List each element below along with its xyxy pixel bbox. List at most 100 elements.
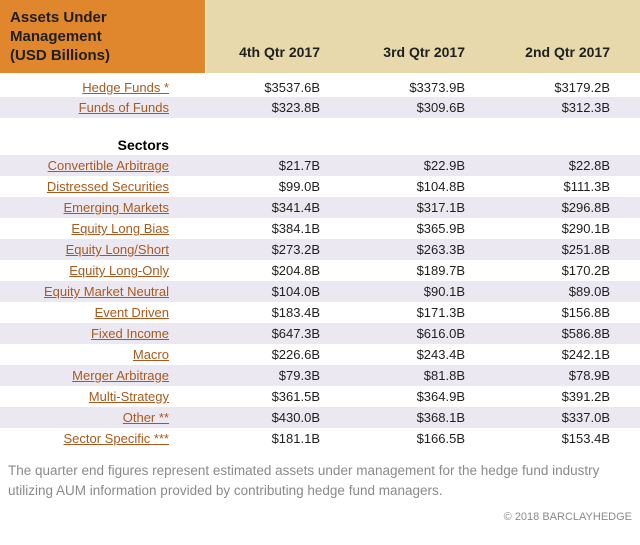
category-cell: Emerging Markets	[0, 197, 205, 218]
value-cell: $341.4B	[205, 197, 350, 218]
category-cell: Sectors	[0, 134, 205, 155]
sectors-heading: Sectors	[117, 136, 169, 153]
category-link[interactable]: Equity Long Bias	[71, 221, 169, 236]
value-cell: $273.2B	[205, 239, 350, 260]
category-link[interactable]: Sector Specific ***	[63, 431, 170, 446]
value-cell	[350, 134, 495, 155]
table-row: Other ** $430.0B $368.1B $337.0B	[0, 407, 640, 428]
value-cell: $170.2B	[561, 263, 610, 278]
value-cell: $89.0B	[495, 281, 640, 302]
category-cell: Sector Specific ***	[0, 428, 205, 449]
value-cell: $368.1B	[350, 407, 495, 428]
value-cell: $337.0B	[495, 407, 640, 428]
value-cell: $226.6B	[271, 347, 320, 362]
value-cell	[205, 134, 350, 155]
section-row: Sectors	[0, 134, 640, 155]
value-cell: $384.1B	[271, 221, 320, 236]
table-title-cell: Assets Under Management (USD Billions)	[0, 0, 206, 78]
table-row: Sector Specific *** $181.1B $166.5B $153.4B	[0, 428, 640, 449]
category-cell: Event Driven	[0, 302, 205, 323]
table-row: Macro $226.6B $243.4B $242.1B	[0, 344, 640, 365]
header-row: Assets Under Management (USD Billions) 4…	[0, 0, 640, 78]
value-cell: $171.3B	[416, 305, 465, 320]
value-cell: $81.8B	[350, 365, 495, 386]
value-cell: $309.6B	[350, 97, 495, 118]
value-cell: $156.8B	[561, 305, 610, 320]
category-link[interactable]: Convertible Arbitrage	[47, 158, 169, 173]
category-cell: Equity Long/Short	[0, 239, 205, 260]
value-cell: $586.8B	[495, 323, 640, 344]
value-cell: $364.9B	[416, 389, 465, 404]
value-cell: $79.3B	[205, 365, 350, 386]
value-cell: $104.0B	[205, 281, 350, 302]
table-row: Equity Market Neutral $104.0B $90.1B $89.0B	[0, 281, 640, 302]
category-cell: Funds of Funds	[0, 97, 205, 118]
value-cell	[495, 134, 640, 155]
value-cell: $323.8B	[205, 97, 350, 118]
spacer-cell	[0, 118, 640, 134]
category-cell: Fixed Income	[0, 323, 205, 344]
category-link[interactable]: Equity Long-Only	[69, 263, 169, 278]
column-header-3rd-qtr: 3rd Qtr 2017	[350, 0, 495, 78]
value-cell: $181.1B	[271, 431, 320, 446]
value-cell: $166.5B	[416, 431, 465, 446]
column-header-2nd-qtr: 2nd Qtr 2017	[495, 0, 640, 78]
category-cell: Convertible Arbitrage	[0, 155, 205, 176]
category-link[interactable]: Equity Market Neutral	[44, 284, 169, 299]
table-row: Hedge Funds * $3537.6B $3373.9B $3179.2B	[0, 76, 640, 98]
value-cell: $104.8B	[416, 179, 465, 194]
value-cell: $183.4B	[271, 305, 320, 320]
value-cell: $21.7B	[205, 155, 350, 176]
category-cell: Equity Long Bias	[0, 218, 205, 239]
value-cell: $263.3B	[350, 239, 495, 260]
category-cell: Macro	[0, 344, 205, 365]
category-link[interactable]: Hedge Funds *	[82, 80, 169, 95]
category-link[interactable]: Other **	[122, 410, 169, 425]
value-cell: $204.8B	[271, 263, 320, 278]
column-header-4th-qtr: 4th Qtr 2017	[205, 0, 350, 78]
value-cell: $99.0B	[278, 179, 320, 194]
value-cell: $312.3B	[495, 97, 640, 118]
value-cell: $647.3B	[205, 323, 350, 344]
category-link[interactable]: Emerging Markets	[63, 200, 169, 215]
value-cell: $616.0B	[350, 323, 495, 344]
category-link[interactable]: Distressed Securities	[46, 179, 169, 194]
category-link[interactable]: Fixed Income	[90, 326, 169, 341]
value-cell: $3179.2B	[554, 80, 610, 95]
value-cell: $78.9B	[495, 365, 640, 386]
table-row: Multi-Strategy $361.5B $364.9B $391.2B	[0, 386, 640, 407]
value-cell: $3537.6B	[264, 80, 320, 95]
table-title: Assets Under Management	[10, 9, 107, 45]
value-cell: $296.8B	[495, 197, 640, 218]
value-cell: $290.1B	[561, 221, 610, 236]
table-row: Equity Long Bias $384.1B $365.9B $290.1B	[0, 218, 640, 239]
category-link[interactable]: Macro	[132, 347, 169, 362]
value-cell: $243.4B	[416, 347, 465, 362]
category-cell: Hedge Funds *	[0, 76, 205, 98]
value-cell: $365.9B	[416, 221, 465, 236]
category-link[interactable]: Merger Arbitrage	[72, 368, 169, 383]
table-row: Equity Long/Short $273.2B $263.3B $251.8B	[0, 239, 640, 260]
value-cell: $361.5B	[271, 389, 320, 404]
table-row: Funds of Funds $323.8B $309.6B $312.3B	[0, 97, 640, 118]
category-link[interactable]: Multi-Strategy	[88, 389, 169, 404]
table-row: Emerging Markets $341.4B $317.1B $296.8B	[0, 197, 640, 218]
category-cell: Equity Long-Only	[0, 260, 205, 281]
category-link[interactable]: Equity Long/Short	[65, 242, 169, 257]
value-cell: $90.1B	[350, 281, 495, 302]
table-row: Fixed Income $647.3B $616.0B $586.8B	[0, 323, 640, 344]
table-row: Event Driven $183.4B $171.3B $156.8B	[0, 302, 640, 323]
value-cell: $251.8B	[495, 239, 640, 260]
category-cell: Multi-Strategy	[0, 386, 205, 407]
category-link[interactable]: Event Driven	[94, 305, 169, 320]
category-cell: Distressed Securities	[0, 176, 205, 197]
category-cell: Merger Arbitrage	[0, 365, 205, 386]
category-link[interactable]: Funds of Funds	[78, 100, 169, 115]
table-row: Convertible Arbitrage $21.7B $22.9B $22.8B	[0, 155, 640, 176]
table-row: Distressed Securities $99.0B $104.8B $111.3…	[0, 176, 640, 197]
spacer-row	[0, 118, 640, 134]
footnote: The quarter end figures represent estima…	[8, 463, 600, 498]
category-cell: Equity Market Neutral	[0, 281, 205, 302]
value-cell: $391.2B	[561, 389, 610, 404]
value-cell: $317.1B	[350, 197, 495, 218]
